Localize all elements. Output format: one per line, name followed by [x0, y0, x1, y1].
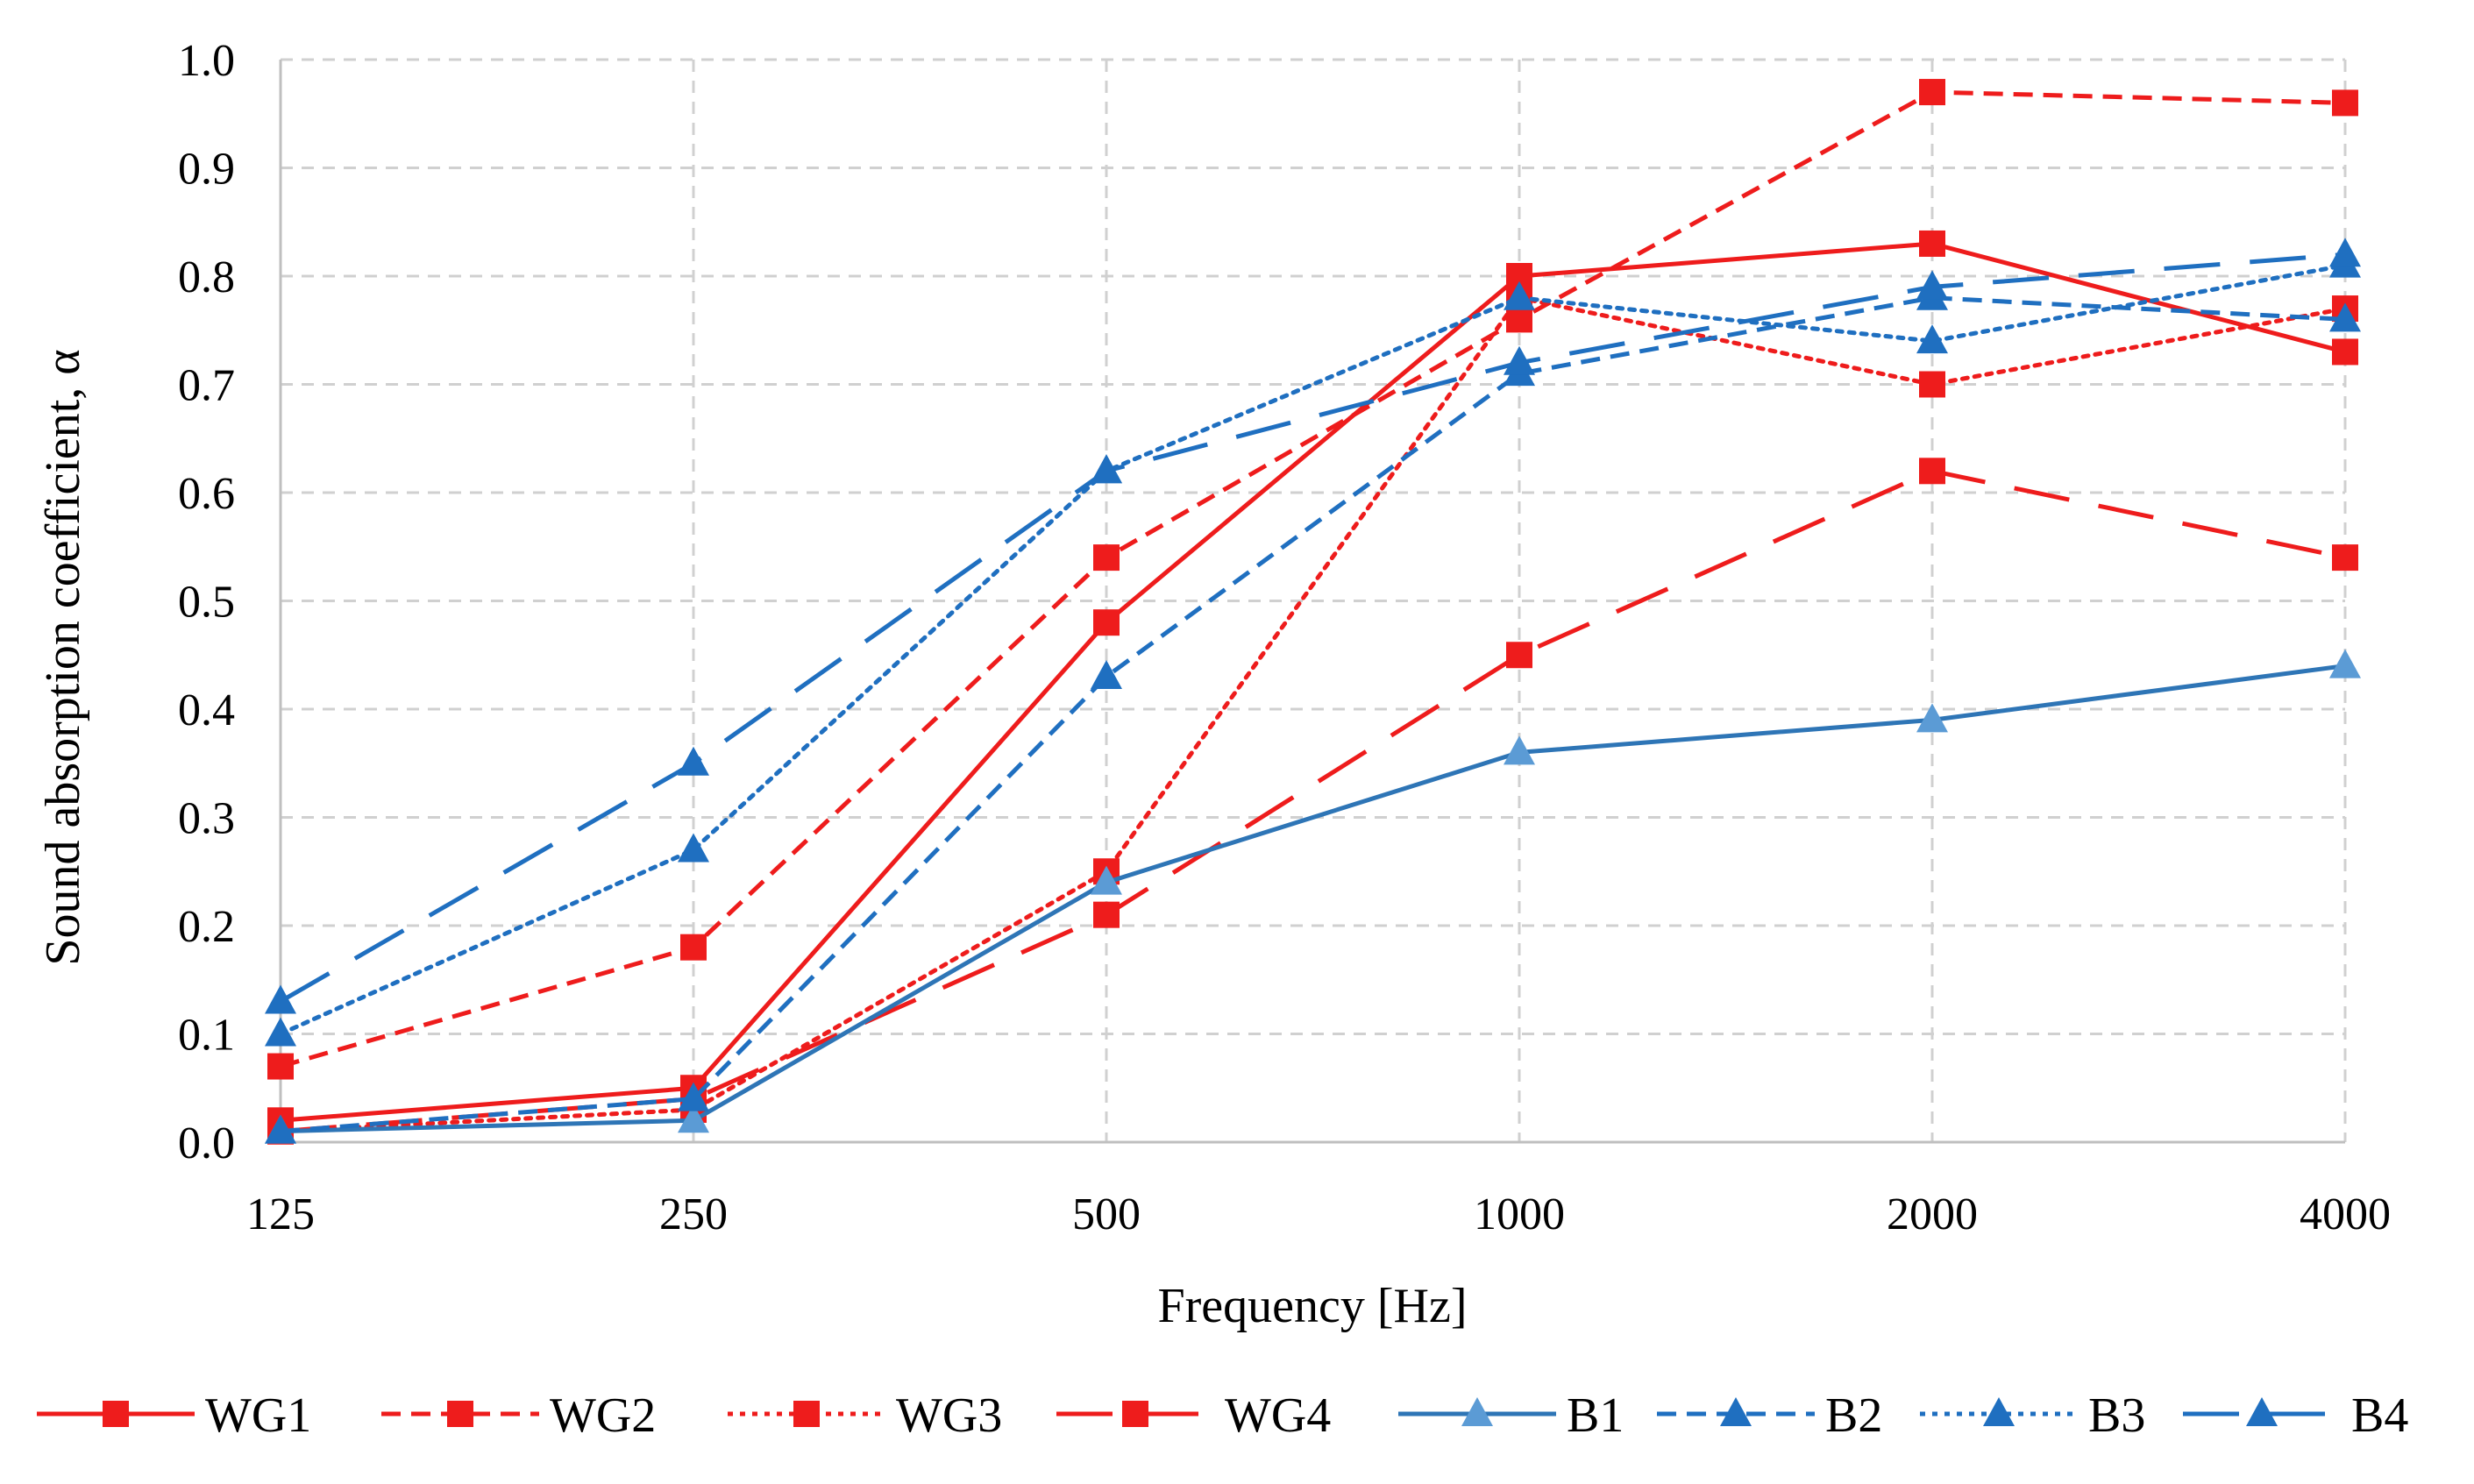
x-tick-label: 4000	[2300, 1189, 2391, 1239]
series-line-b1	[280, 664, 2346, 1134]
data-point-b1	[678, 1104, 709, 1133]
y-tick-label: 0.9	[178, 145, 235, 195]
y-tick-label: 0.3	[178, 794, 235, 844]
grid	[281, 58, 2347, 1142]
x-tick-label: 125	[246, 1189, 315, 1239]
legend-marker-b4	[2246, 1397, 2278, 1426]
data-point-wg2	[2332, 89, 2358, 117]
y-tick-label: 0.7	[178, 361, 235, 411]
legend-item-b4: B4	[2183, 1388, 2408, 1443]
legend-marker-wg4	[1122, 1401, 1148, 1427]
y-tick-label: 0.4	[178, 685, 235, 735]
data-point-b4	[1504, 345, 1535, 375]
data-point-b3	[1916, 324, 1948, 354]
x-tick-label: 1000	[1474, 1189, 1565, 1239]
data-point-b4	[265, 984, 296, 1014]
series-line-b3	[278, 263, 2348, 1036]
y-tick-label: 0.8	[178, 252, 235, 302]
legend-item-wg3: WG3	[728, 1388, 1002, 1443]
legend-marker-wg2	[447, 1401, 473, 1427]
data-point-wg1	[1919, 230, 1945, 257]
legend-label-wg4: WG4	[1225, 1388, 1331, 1443]
y-axis-title: Sound absorption coefficient, α	[36, 349, 90, 965]
data-point-b4	[1916, 270, 1948, 300]
series-line-wg1	[280, 241, 2346, 1123]
series-b2	[265, 280, 2361, 1144]
legend-marker-wg3	[793, 1401, 820, 1427]
data-point-b2	[265, 1114, 296, 1144]
series-b1	[265, 649, 2361, 1144]
legend-label-b4: B4	[2351, 1388, 2408, 1443]
y-tick-label: 0.0	[178, 1118, 235, 1168]
legend-label-b3: B3	[2088, 1388, 2145, 1443]
legend-label-wg1: WG1	[205, 1388, 311, 1443]
series-line-wg4	[280, 468, 2346, 1134]
series-wg1	[267, 230, 2358, 1134]
legend-label-wg2: WG2	[550, 1388, 656, 1443]
y-tick-label: 0.1	[178, 1011, 235, 1061]
data-point-b2	[1091, 659, 1122, 689]
y-tick-label: 0.5	[178, 578, 235, 628]
data-point-wg2	[267, 1053, 294, 1080]
series-line-wg3	[278, 295, 2348, 1134]
x-tick-label: 250	[659, 1189, 728, 1239]
data-point-wg2	[1093, 544, 1120, 572]
legend-marker-wg1	[103, 1401, 129, 1427]
legend-label-b2: B2	[1825, 1388, 1882, 1443]
x-axis-title: Frequency [Hz]	[1158, 1279, 1468, 1333]
x-tick-label: 2000	[1887, 1189, 1978, 1239]
series-line-b4	[279, 252, 2346, 1004]
data-point-wg3	[1919, 371, 1945, 398]
x-tick-label: 500	[1072, 1189, 1141, 1239]
data-point-b1	[1091, 865, 1122, 895]
data-point-wg1	[2332, 338, 2358, 366]
legend-item-wg4: WG4	[1056, 1388, 1331, 1443]
legend-label-b1: B1	[1567, 1388, 1624, 1443]
legend-item-wg2: WG2	[381, 1388, 656, 1443]
legend-item-b1: B1	[1398, 1388, 1624, 1443]
data-point-wg1	[1093, 609, 1120, 636]
data-point-b4	[1091, 454, 1122, 484]
data-point-b3	[265, 1017, 296, 1047]
legend-item-b3: B3	[1920, 1388, 2145, 1443]
series-lines	[265, 79, 2361, 1145]
series-wg3	[267, 284, 2358, 1145]
data-point-b1	[1916, 703, 1948, 733]
data-point-b4	[678, 746, 709, 776]
tick-labels: 0.0 0.1 0.2 0.3 0.4 0.5 0.6 0.7 0.8 0.9 1.0 125 250 5…	[178, 36, 2391, 1239]
data-point-wg2	[680, 934, 707, 961]
axes	[279, 60, 2345, 1144]
legend-label-wg3: WG3	[896, 1388, 1002, 1443]
legend-item-wg1: WG1	[37, 1388, 311, 1443]
data-point-b2	[678, 1082, 709, 1111]
series-wg2	[267, 79, 2358, 1080]
y-tick-label: 0.6	[178, 469, 235, 519]
data-point-b3	[1504, 280, 1535, 310]
legend: WG1 WG2 WG3 WG4 B1 B2 B3 B4	[37, 1388, 2408, 1443]
data-point-wg4	[1919, 458, 1945, 485]
legend-item-b2: B2	[1657, 1388, 1882, 1443]
y-tick-label: 0.2	[178, 902, 235, 952]
data-point-b2	[2329, 302, 2361, 332]
legend-marker-b1	[1461, 1397, 1493, 1426]
y-tick-label: 1.0	[178, 36, 235, 86]
series-line-b2	[280, 295, 2346, 1134]
data-point-b1	[2329, 649, 2361, 678]
legend-marker-b2	[1720, 1397, 1752, 1426]
data-point-b4	[2329, 238, 2361, 267]
series-b4	[265, 238, 2361, 1014]
data-point-b3	[678, 833, 709, 863]
data-point-wg4	[2332, 544, 2358, 572]
data-point-wg2	[1919, 79, 1945, 106]
series-wg4	[267, 458, 2358, 1145]
data-point-wg4	[1506, 642, 1532, 669]
data-point-wg4	[1093, 901, 1120, 928]
data-point-b1	[1504, 735, 1535, 765]
series-line-wg2	[280, 89, 2346, 1069]
legend-marker-b3	[1983, 1397, 2015, 1426]
